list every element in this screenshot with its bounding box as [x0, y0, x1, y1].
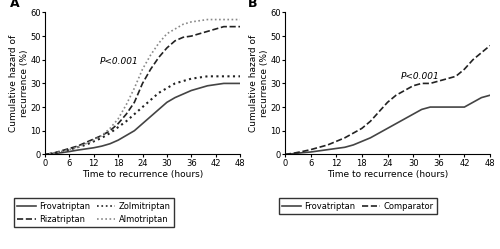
Y-axis label: Cumulative hazard of
recurrence (%): Cumulative hazard of recurrence (%)	[10, 35, 29, 132]
Text: B: B	[248, 0, 258, 10]
Y-axis label: Cumulative hazard of
recurrence (%): Cumulative hazard of recurrence (%)	[250, 35, 269, 132]
X-axis label: Time to recurrence (hours): Time to recurrence (hours)	[82, 170, 203, 179]
Legend: Frovatriptan, Rizatriptan, Zolmitriptan, Almotriptan: Frovatriptan, Rizatriptan, Zolmitriptan,…	[14, 198, 174, 227]
Text: A: A	[10, 0, 20, 10]
Text: P<0.001: P<0.001	[100, 58, 138, 66]
Text: P<0.001: P<0.001	[400, 72, 439, 81]
Legend: Frovatriptan, Comparator: Frovatriptan, Comparator	[279, 198, 437, 214]
X-axis label: Time to recurrence (hours): Time to recurrence (hours)	[327, 170, 448, 179]
